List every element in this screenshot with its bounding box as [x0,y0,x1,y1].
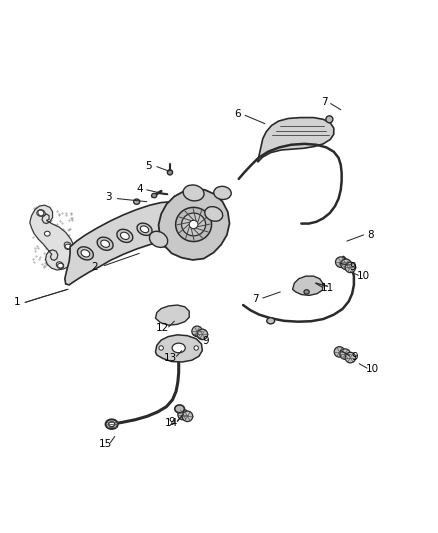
Text: 15: 15 [99,439,112,449]
Ellipse shape [149,231,168,247]
Text: 6: 6 [234,109,241,119]
Ellipse shape [182,213,206,236]
Ellipse shape [137,223,152,236]
Text: 11: 11 [321,284,334,293]
Text: 4: 4 [136,183,143,193]
Ellipse shape [172,343,185,353]
Ellipse shape [78,247,93,260]
Polygon shape [65,201,196,285]
Ellipse shape [214,187,231,199]
Text: 13: 13 [164,353,177,362]
Ellipse shape [175,405,184,413]
Ellipse shape [97,237,113,251]
Polygon shape [258,118,334,162]
Polygon shape [155,305,189,325]
Ellipse shape [345,352,356,363]
Polygon shape [30,205,75,270]
Ellipse shape [37,210,44,216]
Ellipse shape [177,216,208,246]
Text: 2: 2 [91,262,98,272]
Text: 10: 10 [366,365,379,374]
Text: 14: 14 [165,418,178,428]
Ellipse shape [178,409,188,420]
Ellipse shape [267,318,275,324]
Text: 7: 7 [321,97,328,107]
Ellipse shape [336,257,346,268]
Ellipse shape [109,422,115,426]
Ellipse shape [326,116,333,123]
Ellipse shape [44,231,50,236]
Ellipse shape [167,169,173,175]
Ellipse shape [189,227,197,235]
Ellipse shape [304,290,309,294]
Ellipse shape [189,220,198,229]
Polygon shape [293,276,323,295]
Polygon shape [157,205,224,250]
Ellipse shape [58,263,63,268]
Text: 9: 9 [202,336,209,346]
Ellipse shape [81,250,90,257]
Text: 5: 5 [145,161,152,171]
Text: 9: 9 [351,352,358,362]
Ellipse shape [106,419,118,429]
Ellipse shape [334,346,345,357]
Text: 7: 7 [252,294,259,304]
Text: 1: 1 [14,297,21,308]
Ellipse shape [197,329,208,340]
Ellipse shape [134,199,140,204]
Ellipse shape [117,229,133,243]
Text: 12: 12 [156,323,170,333]
Ellipse shape [101,240,110,247]
Ellipse shape [345,262,356,273]
Polygon shape [159,189,230,260]
Ellipse shape [65,244,71,249]
Ellipse shape [120,232,129,239]
Ellipse shape [176,207,212,241]
Ellipse shape [341,259,351,270]
Text: 10: 10 [357,271,370,281]
Text: 3: 3 [105,192,112,203]
Ellipse shape [159,346,163,350]
Text: 8: 8 [367,230,374,240]
Text: 9: 9 [349,262,356,271]
Ellipse shape [194,346,198,350]
Polygon shape [155,335,202,362]
Ellipse shape [183,185,204,201]
Text: 9: 9 [169,417,176,427]
Ellipse shape [182,411,193,422]
Ellipse shape [152,193,157,198]
Ellipse shape [192,326,202,336]
Ellipse shape [340,349,350,359]
Ellipse shape [141,226,148,232]
Ellipse shape [183,221,203,240]
Ellipse shape [205,207,223,221]
